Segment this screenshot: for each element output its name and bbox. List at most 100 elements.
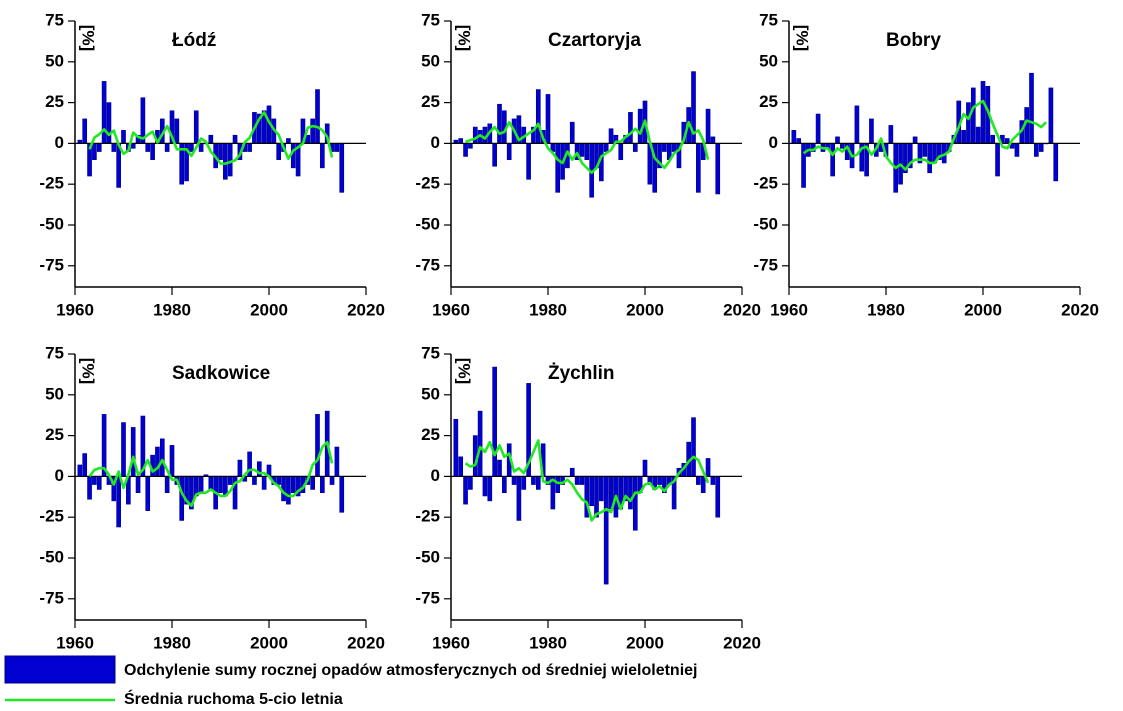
bar (482, 476, 488, 497)
bar (252, 476, 257, 485)
y-tick-label: 50 (421, 51, 440, 70)
bar (603, 143, 609, 152)
bar (232, 134, 238, 144)
bar (705, 458, 711, 477)
x-tick-label: 1960 (56, 633, 94, 652)
y-tick-label: -50 (415, 547, 440, 566)
bar (320, 143, 325, 169)
x-tick-label: 1980 (529, 633, 567, 652)
y-tick-label: -75 (415, 255, 440, 274)
bar (145, 143, 151, 152)
x-tick-label: 1960 (56, 300, 94, 319)
x-tick-label: 2020 (347, 300, 385, 319)
bar (468, 143, 473, 149)
y-tick-label: -75 (39, 255, 64, 274)
bar (502, 476, 507, 494)
bar (310, 118, 315, 144)
bar (159, 438, 165, 477)
chart-title: Czartoryja (548, 30, 641, 51)
y-tick-label: 25 (45, 92, 64, 111)
chart-title: Łódź (172, 30, 216, 51)
bar (458, 456, 464, 477)
bar (276, 476, 282, 485)
bar (135, 476, 141, 494)
x-tick-label: 1980 (867, 300, 905, 319)
bar (174, 118, 180, 144)
bar (696, 143, 701, 193)
y-tick-label: 0 (55, 466, 64, 485)
bar (179, 476, 185, 521)
bar (995, 143, 1000, 177)
y-tick-label: 50 (45, 384, 64, 403)
bar (869, 118, 874, 144)
y-tick-label: 75 (45, 343, 64, 362)
legend-swatch-bar (4, 655, 116, 684)
chart-title: Sadkowice (172, 363, 270, 384)
bar (791, 130, 797, 144)
bar (835, 136, 840, 144)
y-tick-label: 25 (45, 425, 64, 444)
bar (569, 467, 575, 477)
bar (130, 427, 136, 477)
bar (96, 143, 102, 152)
bar (497, 103, 502, 144)
bar (492, 366, 497, 477)
chart-panel: -75 -50 -25 0 25 50 75 1960 1980 2000 2020 [%] Łódź (39, 10, 384, 319)
bar (339, 143, 345, 193)
y-axis-label: [%] (455, 25, 474, 51)
bar (497, 459, 502, 477)
bar (710, 476, 716, 485)
x-tick-label: 1960 (770, 300, 808, 319)
y-tick-label: -25 (753, 174, 778, 193)
bar (155, 446, 160, 477)
bar (854, 105, 860, 144)
y-tick-label: 25 (421, 425, 440, 444)
x-tick-label: 1980 (153, 633, 191, 652)
y-tick-label: -50 (753, 214, 778, 233)
bar (961, 130, 966, 144)
y-tick-label: 0 (431, 133, 440, 152)
bar (705, 108, 711, 144)
x-tick-label: 2000 (250, 633, 288, 652)
bar (531, 476, 536, 485)
x-tick-label: 1980 (529, 300, 567, 319)
legend-label: Średnia ruchoma 5-cio letnia (124, 689, 343, 708)
bar (87, 476, 92, 500)
y-tick-label: -50 (415, 214, 440, 233)
bar (208, 134, 214, 144)
bar (164, 143, 170, 152)
y-tick-label: 75 (421, 10, 440, 29)
chart-panel: -75 -50 -25 0 25 50 75 1960 1980 2000 2020 [%] Bobry (753, 10, 1098, 319)
bar (334, 446, 340, 477)
bar (145, 476, 151, 511)
bar (237, 459, 243, 477)
bar (912, 136, 918, 144)
bar (594, 476, 599, 518)
bar (189, 143, 194, 152)
bar (463, 476, 468, 505)
bar (198, 143, 204, 152)
bar (286, 138, 291, 144)
bar (472, 126, 478, 144)
y-tick-label: -50 (39, 214, 64, 233)
bar (815, 113, 821, 144)
chart-panel: -75 -50 -25 0 25 50 75 1960 1980 2000 2020 [%] Czart… (415, 10, 760, 319)
x-tick-label: 2020 (723, 300, 761, 319)
bar (671, 143, 677, 152)
y-tick-label: -25 (415, 174, 440, 193)
bar (796, 138, 802, 144)
y-tick-label: -75 (415, 588, 440, 607)
y-tick-label: 0 (55, 133, 64, 152)
bar (290, 143, 296, 169)
bar (1004, 138, 1010, 144)
bar (970, 87, 976, 144)
y-tick-label: 75 (421, 343, 440, 362)
bar (121, 130, 126, 144)
y-tick-label: 50 (421, 384, 440, 403)
y-tick-label: 25 (759, 92, 778, 111)
bar (662, 143, 667, 152)
chart-panel: -75 -50 -25 0 25 50 75 1960 1980 2000 2020 [%] Sadko… (39, 343, 384, 652)
bar (320, 476, 325, 494)
x-tick-label: 1980 (153, 300, 191, 319)
